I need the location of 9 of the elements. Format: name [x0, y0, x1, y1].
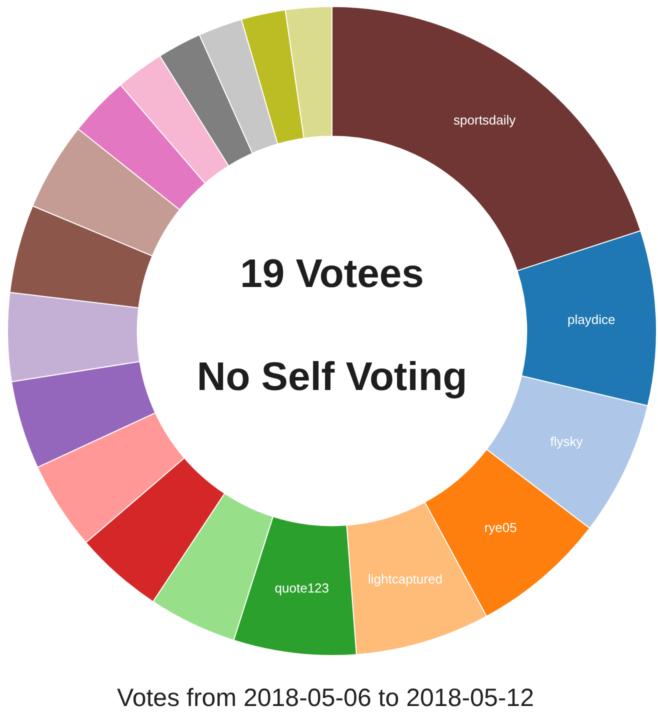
slice-label: rye05: [484, 520, 517, 535]
slice-label: flysky: [550, 434, 584, 449]
text: 19 Votees: [240, 252, 424, 296]
slice-label: quote123: [274, 580, 330, 596]
text: Votes from 2018-05-06 to 2018-05-12: [117, 684, 534, 712]
slice-label: playdice: [568, 312, 616, 327]
slice-label: sportsdaily: [454, 112, 516, 128]
text: No Self Voting: [196, 355, 468, 400]
slice-label: lightcaptured: [368, 572, 442, 587]
